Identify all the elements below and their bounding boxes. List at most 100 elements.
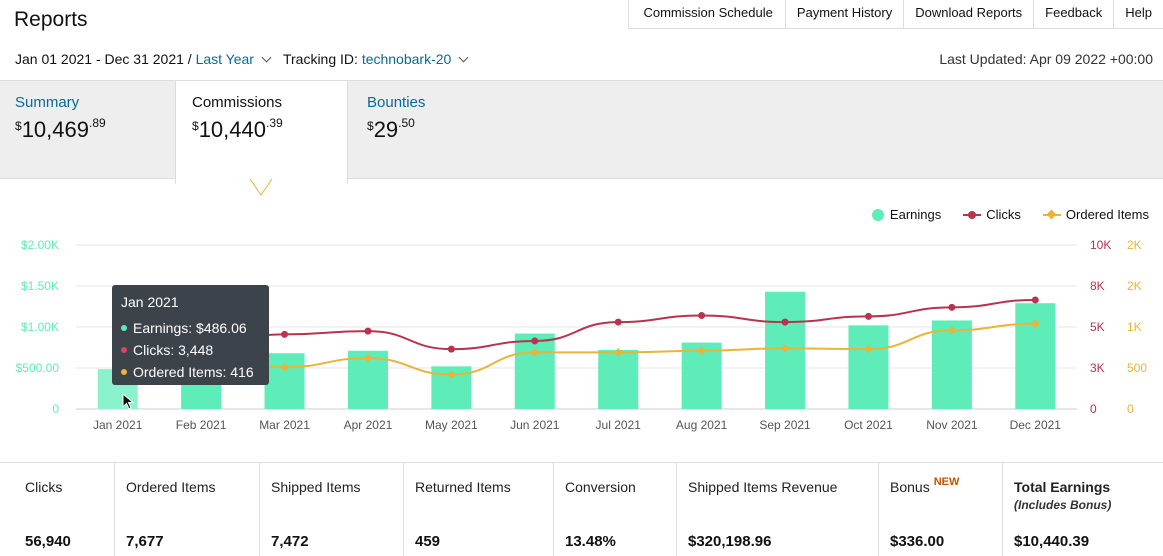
ordered-items-point [447,370,456,379]
tooltip-clicks: Clicks: 3,448 [121,339,260,361]
stat-conversion: Conversion 13.48% [554,463,677,556]
stat-label: Clicks [25,479,63,495]
tab-commissions[interactable]: Commissions $10,440.39 [175,80,348,184]
tile-amount: $29.50 [367,115,415,142]
y-right-ordered-tick-label: 2K [1127,238,1142,252]
legend-label: Ordered Items [1065,207,1149,222]
stat-value: $10,440.39 [1014,533,1090,550]
stat-shipped-revenue: Shipped Items Revenue $320,198.96 [677,463,879,556]
tab-summary[interactable]: Summary $10,469.89 [15,81,106,180]
ordered-line-icon [1042,210,1061,220]
y-left-tick-label: $500.00 [16,361,60,375]
earnings-bar [514,333,555,409]
stat-value: 56,940 [25,533,71,550]
legend-earnings[interactable]: Earnings [871,207,941,222]
clicks-point [1031,296,1039,304]
tab-bounties[interactable]: Bounties $29.50 [367,81,425,180]
tooltip-title: Jan 2021 [121,294,179,310]
new-badge: NEW [933,476,960,488]
tracking-id-dropdown[interactable]: technobark-20 [361,51,452,67]
tooltip-ordered: Ordered Items: 416 [121,361,260,383]
ordered-items-point [780,344,790,353]
stat-value: $336.00 [890,533,945,550]
earnings-dot-icon [871,208,884,221]
earnings-chart[interactable]: 0 0 0 $500.00 3K 500 $1.00K 5K 1K $1.50K 8K 2K $2.00… [0,0,1163,460]
stat-clicks: Clicks 56,940 [0,463,115,556]
stat-label: Conversion [565,479,636,495]
x-tick-label: Oct 2021 [844,418,893,432]
clicks-point [614,318,622,326]
clicks-point [948,303,956,311]
x-tick-label: Feb 2021 [176,418,227,432]
ordered-items-point [947,326,957,335]
stat-sublabel: (Includes Bonus) [1014,498,1112,512]
stat-returned-items: Returned Items 459 [404,463,554,556]
filter-bar: Jan 01 2021 - Dec 31 2021 / Last Year Tr… [15,51,469,67]
stat-value: 7,677 [126,533,164,550]
y-left-tick-label: 0 [52,402,59,416]
nav-commission-schedule[interactable]: Commission Schedule [628,0,784,28]
active-tab-caret-icon [250,179,272,196]
legend-ordered-items[interactable]: Ordered Items [1042,207,1149,222]
y-left-tick-label: $1.50K [21,279,59,293]
x-tick-label: Jun 2021 [510,418,560,432]
y-right-ordered-tick-label: 2K [1127,279,1142,293]
stat-value: 7,472 [271,533,309,550]
x-tick-label: Jan 2021 [93,418,143,432]
summary-band: Summary $10,469.89 Commissions $10,440.3… [0,80,1163,184]
ordered-items-point [613,348,623,357]
stat-value: 459 [415,533,441,550]
clicks-line-icon [963,210,982,220]
ordered-items-point [530,348,540,357]
x-tick-label: Aug 2021 [676,418,728,432]
stat-value: 13.48% [565,533,616,550]
y-right-clicks-tick-label: 5K [1090,320,1105,334]
stat-value: $320,198.96 [688,533,772,550]
stat-ordered-items: Ordered Items 7,677 [115,463,260,556]
clicks-point [531,337,539,345]
stat-label: Shipped Items Revenue [688,479,838,495]
nav-download-reports[interactable]: Download Reports [903,0,1033,28]
y-right-ordered-tick-label: 500 [1127,361,1147,375]
x-tick-label: Nov 2021 [926,418,978,432]
nav-payment-history[interactable]: Payment History [784,0,903,28]
earnings-bar [848,325,889,409]
tile-label: Bounties [367,94,426,111]
tile-label: Commissions [192,94,283,111]
stats-row: Clicks 56,940 Ordered Items 7,677 Shippe… [0,462,1163,556]
x-tick-label: Jul 2021 [596,418,642,432]
clicks-point [698,312,706,320]
y-right-clicks-tick-label: 8K [1090,279,1105,293]
earnings-bar [598,349,639,409]
clicks-point [447,345,455,353]
period-dropdown[interactable]: Last Year [195,51,254,67]
page-title: Reports [14,8,88,31]
y-right-clicks-tick-label: 0 [1090,402,1097,416]
earnings-bar [264,353,305,409]
clicks-point [781,318,789,326]
mouse-cursor-icon [122,393,135,410]
stat-total-earnings: Total Earnings (Includes Bonus) $10,440.… [1003,463,1163,556]
stat-label: Ordered Items [126,479,216,495]
ordered-items-point [864,344,873,354]
legend-label: Clicks [986,207,1021,222]
chart-legend: Earnings Clicks Ordered Items [850,207,1149,222]
ordered-items-point [1031,319,1040,328]
tooltip-earnings: Earnings: $486.06 [121,317,260,339]
date-range: Jan 01 2021 - Dec 31 2021 / [15,51,192,67]
stat-shipped-items: Shipped Items 7,472 [260,463,404,556]
y-right-clicks-tick-label: 10K [1090,238,1111,252]
tile-label: Summary [15,94,80,111]
ordered-items-point [280,362,289,372]
y-left-tick-label: $2.00K [21,238,59,252]
x-tick-label: Mar 2021 [259,418,310,432]
nav-help[interactable]: Help [1113,0,1163,28]
top-nav: Commission Schedule Payment History Down… [628,0,1163,29]
y-right-ordered-tick-label: 1K [1127,320,1142,334]
x-tick-label: Sep 2021 [759,418,811,432]
ordered-items-point [697,346,706,356]
stat-label: Returned Items [415,479,511,495]
nav-feedback[interactable]: Feedback [1033,0,1113,28]
tracking-label: Tracking ID: [282,51,358,67]
legend-clicks[interactable]: Clicks [963,207,1021,222]
